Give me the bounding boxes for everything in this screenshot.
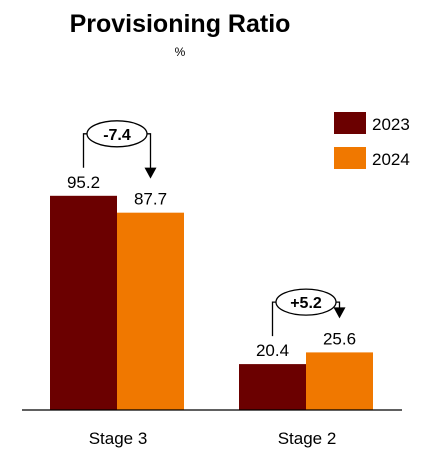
chart-subtitle: % xyxy=(175,45,186,59)
x-tick-stage-2: Stage 2 xyxy=(278,429,337,448)
bar-2023-stage-3 xyxy=(50,195,117,410)
delta-bubble-stage-2 xyxy=(275,288,337,316)
value-label-2023-stage-2: 20.4 xyxy=(256,341,289,360)
value-labels-group: 95.2 87.7 20.4 25.6 xyxy=(67,173,356,360)
value-label-2024-stage-3: 87.7 xyxy=(134,190,167,209)
value-label-2024-stage-2: 25.6 xyxy=(323,329,356,348)
bars-group xyxy=(50,195,373,410)
delta-label-stage-3: -7.4 xyxy=(103,127,131,144)
legend: 2023 2024 xyxy=(334,112,410,169)
value-label-2023-stage-3: 95.2 xyxy=(67,173,100,192)
delta-annotations-group: -7.4 +5.2 xyxy=(82,120,346,337)
chart-title: Provisioning Ratio xyxy=(70,10,291,38)
legend-label-2024: 2024 xyxy=(372,150,410,169)
bar-2023-stage-2 xyxy=(239,364,306,410)
legend-swatch-2024 xyxy=(334,147,366,169)
delta-arrowhead-stage-2 xyxy=(333,307,346,319)
legend-label-2023: 2023 xyxy=(372,115,410,134)
delta-bubble-stage-3 xyxy=(86,120,148,148)
bar-2024-stage-2 xyxy=(306,352,373,410)
delta-arrowhead-stage-3 xyxy=(144,167,157,179)
legend-swatch-2023 xyxy=(334,112,366,134)
x-tick-stage-3: Stage 3 xyxy=(89,429,148,448)
bar-2024-stage-3 xyxy=(117,212,184,410)
delta-label-stage-2: +5.2 xyxy=(290,295,322,312)
